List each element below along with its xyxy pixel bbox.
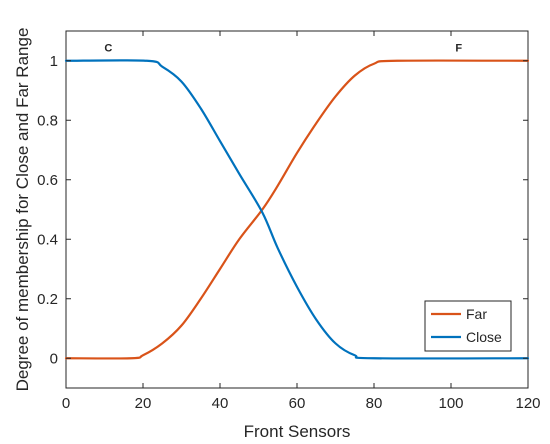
x-axis-title: Front Sensors [244, 422, 351, 441]
x-tick-label: 60 [289, 395, 306, 412]
y-axis-title: Degree of membership for Close and Far R… [13, 28, 32, 392]
series-line-far [64, 59, 530, 360]
x-tick-label: 40 [212, 395, 229, 412]
x-tick-label: 120 [515, 395, 540, 412]
legend: Far Close [424, 300, 512, 352]
y-tick-label: 0.2 [37, 291, 58, 308]
mf-label-c: C [104, 42, 112, 54]
x-tick-label: 80 [366, 395, 383, 412]
axis-ticks: 0 20 40 60 80 100 120 0 0.2 0.4 0.6 0.8 1 [37, 31, 541, 412]
legend-label-far: Far [466, 306, 487, 322]
legend-box [424, 300, 512, 352]
y-tick-label: 0.6 [37, 172, 58, 189]
y-tick-label: 0 [50, 350, 58, 367]
y-tick-label: 0.8 [37, 112, 58, 129]
series-line-close [64, 59, 530, 360]
x-tick-label: 0 [62, 395, 70, 412]
x-tick-label: 20 [135, 395, 152, 412]
legend-label-close: Close [466, 329, 502, 345]
x-tick-label: 100 [438, 395, 463, 412]
y-tick-label: 0.4 [37, 231, 58, 248]
y-tick-label: 1 [50, 53, 58, 70]
series-lines [64, 59, 530, 360]
mf-label-f: F [455, 42, 462, 54]
